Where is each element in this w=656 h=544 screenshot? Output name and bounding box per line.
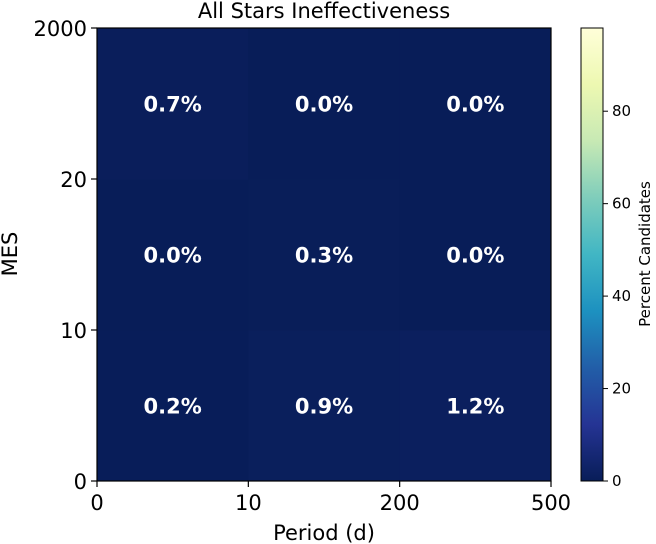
cell-value-label: 0.0%	[144, 244, 202, 268]
y-tick-label: 0	[74, 470, 87, 494]
heatmap-cells	[97, 28, 552, 482]
cell-value-label: 0.0%	[446, 93, 504, 117]
x-tick-label: 10	[235, 491, 262, 515]
cell-value-label: 1.2%	[446, 395, 504, 419]
colorbar-label: Percent Candidates	[636, 181, 654, 327]
chart-title: All Stars Ineffectiveness	[198, 0, 450, 23]
heatmap-cell	[399, 179, 552, 331]
colorbar-tick-label: 60	[612, 195, 631, 213]
heatmap-cell	[97, 28, 249, 180]
plot-frame	[96, 27, 552, 482]
heatmap-cell	[248, 179, 401, 331]
colorbar-tick-label: 80	[612, 102, 631, 120]
heatmap-cell	[399, 28, 552, 180]
x-tick-label: 500	[531, 491, 571, 515]
heatmap-cell-labels: 0.2% 0.9% 1.2% 0.0% 0.3% 0.0% 0.7% 0.0% 0.0%	[144, 93, 505, 419]
cell-value-label: 0.0%	[295, 93, 353, 117]
y-tick-label: 20	[60, 168, 87, 192]
cell-value-label: 0.0%	[446, 244, 504, 268]
y-tick-label: 10	[60, 319, 87, 343]
cell-value-label: 0.3%	[295, 244, 353, 268]
heatmap-cell	[97, 330, 249, 482]
cell-value-label: 0.7%	[144, 93, 202, 117]
colorbar	[580, 27, 604, 482]
y-tick-label: 2000	[34, 17, 87, 41]
heatmap-cell	[97, 179, 249, 331]
x-axis-label: Period (d)	[273, 521, 375, 544]
x-tick-label: 200	[380, 491, 420, 515]
heatmap-cell	[248, 330, 401, 482]
cell-value-label: 0.2%	[144, 395, 202, 419]
heatmap-cell	[248, 28, 401, 180]
x-tick-label: 0	[90, 491, 103, 515]
cell-value-label: 0.9%	[295, 395, 353, 419]
colorbar-ticks: 0 20 40 60 80	[603, 102, 631, 490]
colorbar-tick-label: 20	[612, 380, 631, 398]
y-axis-ticks: 0 10 20 2000	[34, 17, 97, 494]
y-axis-label: MES	[0, 232, 22, 277]
colorbar-tick-label: 0	[612, 472, 622, 490]
heatmap-cell	[399, 330, 552, 482]
colorbar-tick-label: 40	[612, 287, 631, 305]
x-axis-ticks: 0 10 200 500	[90, 481, 571, 515]
